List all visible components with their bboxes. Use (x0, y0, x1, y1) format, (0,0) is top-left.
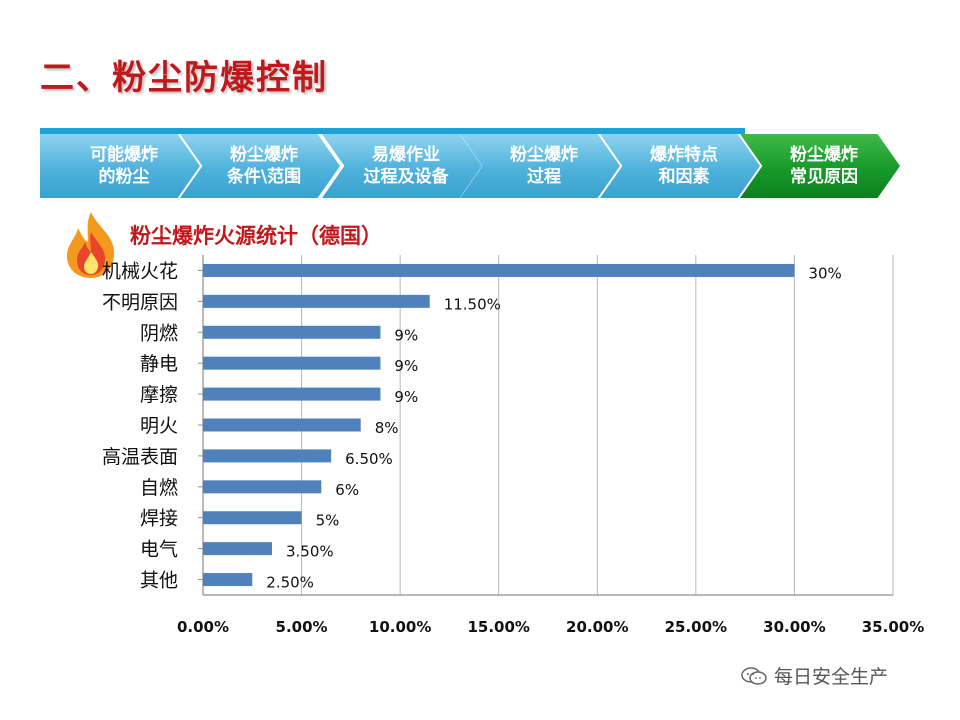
x-tick-label: 20.00% (566, 618, 628, 636)
value-label: 8% (375, 419, 399, 437)
bar (203, 294, 430, 308)
value-label: 9% (394, 357, 418, 375)
bar (203, 325, 381, 339)
page-title: 二、粉尘防爆控制 (40, 58, 328, 98)
watermark-text: 每日安全生产 (774, 666, 889, 688)
category-label: 高温表面 (102, 446, 178, 468)
nav-step-label: 粉尘爆炸 常见原因 (790, 145, 858, 187)
category-label: 自燃 (140, 477, 178, 499)
x-tick-label: 5.00% (276, 618, 328, 636)
bar (203, 356, 381, 370)
category-label: 焊接 (140, 508, 178, 530)
bar (203, 573, 253, 587)
bar (203, 480, 322, 494)
x-tick-label: 25.00% (665, 618, 727, 636)
category-label: 不明原因 (102, 291, 178, 313)
process-nav: 可能爆炸 的粉尘 粉尘爆炸 条件\范围 易爆作业 过程及设备 粉尘爆炸 过程 爆炸特点 … (40, 134, 920, 198)
value-label: 5% (316, 512, 340, 530)
bar (203, 387, 381, 401)
nav-step-label: 可能爆炸 的粉尘 (90, 145, 158, 187)
x-tick-label: 15.00% (467, 618, 529, 636)
bar (203, 449, 332, 463)
nav-step-3[interactable]: 易爆作业 过程及设备 (322, 134, 482, 198)
category-label: 明火 (140, 415, 178, 437)
fire-icon (67, 212, 115, 278)
category-label: 电气 (140, 539, 178, 561)
watermark: 每日安全生产 (740, 662, 888, 689)
nav-step-4[interactable]: 粉尘爆炸 过程 (460, 134, 620, 198)
value-label: 6.50% (345, 450, 393, 468)
nav-step-2[interactable]: 粉尘爆炸 条件\范围 (180, 134, 340, 198)
value-label: 6% (335, 481, 359, 499)
chart-title: 粉尘爆炸火源统计（德国） (130, 224, 382, 248)
bar (203, 263, 795, 277)
x-tick-label: 30.00% (763, 618, 825, 636)
x-tick-label: 0.00% (177, 618, 229, 636)
value-label: 3.50% (286, 543, 334, 561)
category-label: 其他 (140, 570, 178, 592)
x-tick-label: 35.00% (862, 618, 924, 636)
nav-top-bar (40, 128, 745, 134)
x-tick-label: 10.00% (369, 618, 431, 636)
nav-step-label: 易爆作业 过程及设备 (363, 145, 449, 187)
nav-step-5[interactable]: 爆炸特点 和因素 (600, 134, 760, 198)
nav-step-label: 粉尘爆炸 过程 (510, 145, 578, 187)
value-label: 9% (394, 388, 418, 406)
value-label: 2.50% (266, 574, 314, 592)
value-label: 9% (394, 326, 418, 344)
bar (203, 418, 361, 432)
value-label: 11.50% (444, 295, 501, 313)
category-label: 摩擦 (140, 384, 178, 406)
nav-step-label: 爆炸特点 和因素 (650, 145, 718, 187)
bar (203, 542, 272, 556)
category-label: 机械火花 (102, 260, 178, 282)
nav-step-6[interactable]: 粉尘爆炸 常见原因 (740, 134, 900, 198)
nav-step-1[interactable]: 可能爆炸 的粉尘 (40, 134, 200, 198)
bar (203, 511, 302, 525)
category-label: 阴燃 (140, 322, 178, 344)
category-label: 静电 (140, 353, 178, 375)
nav-step-label: 粉尘爆炸 条件\范围 (226, 145, 302, 187)
wechat-icon (741, 666, 767, 685)
value-label: 30% (808, 264, 841, 282)
